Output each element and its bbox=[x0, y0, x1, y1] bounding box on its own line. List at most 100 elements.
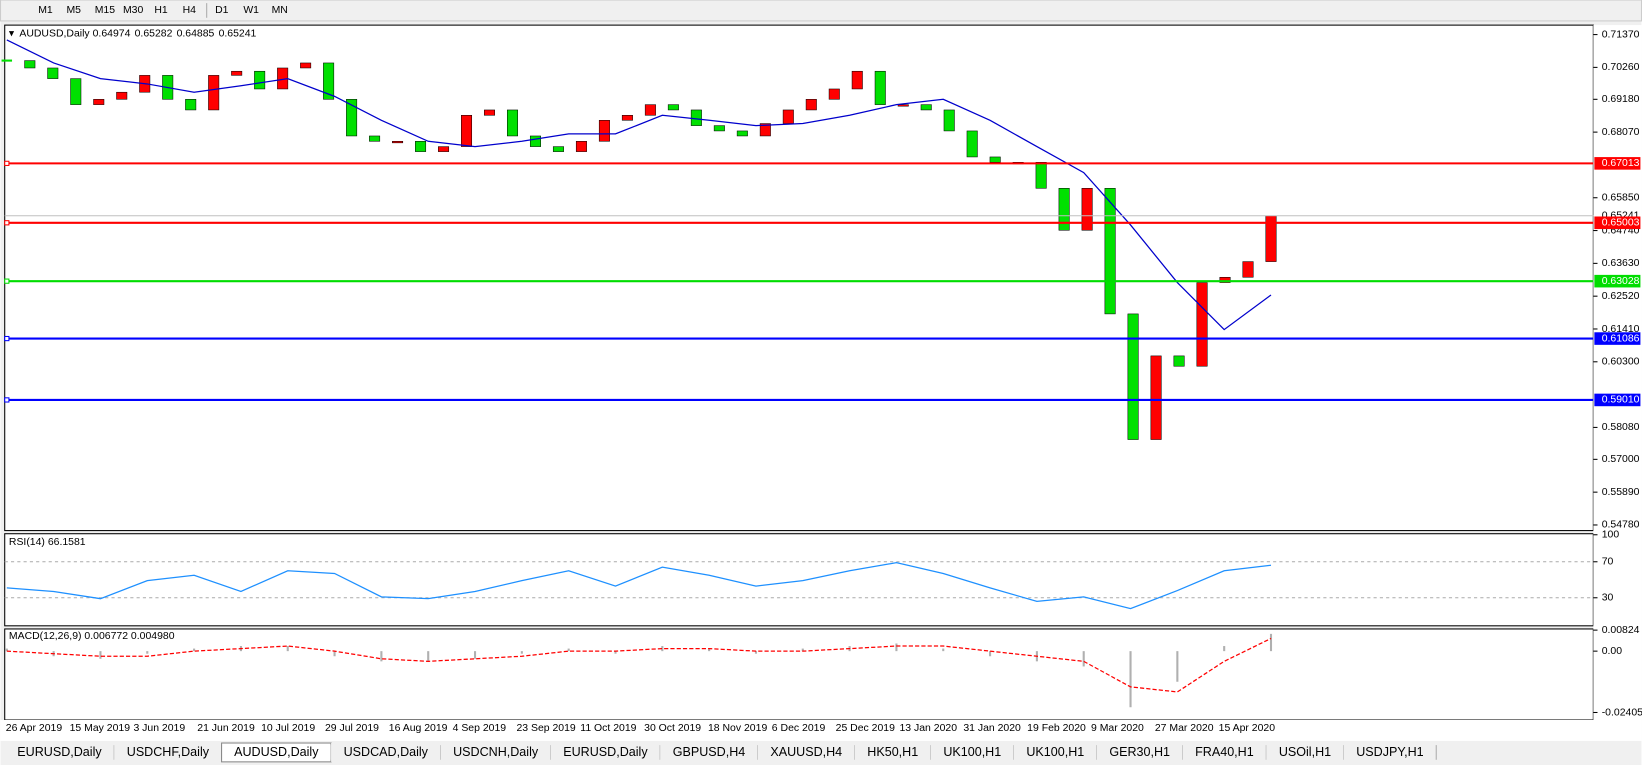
tab-label[interactable]: USOil,H1 bbox=[1279, 745, 1331, 759]
timeframe-button[interactable]: M15 bbox=[95, 5, 116, 16]
macd-bar bbox=[333, 651, 336, 657]
tab[interactable] bbox=[1182, 743, 1267, 762]
level-box bbox=[1594, 216, 1641, 230]
y-tick-label: 0.62520 bbox=[1602, 291, 1640, 302]
timeframe-button[interactable]: W1 bbox=[243, 5, 259, 16]
tab-label[interactable]: FRA40,H1 bbox=[1195, 745, 1254, 759]
timeframe-button[interactable]: M30 bbox=[123, 5, 144, 16]
tab-label[interactable]: GER30,H1 bbox=[1109, 745, 1170, 759]
tab[interactable] bbox=[440, 743, 551, 762]
y-tick-label: 0.58080 bbox=[1602, 422, 1640, 433]
level-box bbox=[1594, 157, 1641, 170]
timeframe-button[interactable]: H1 bbox=[154, 5, 168, 16]
tab[interactable] bbox=[757, 743, 855, 762]
tab-label[interactable]: EURUSD,Daily bbox=[563, 745, 648, 759]
macd-bar bbox=[1176, 651, 1179, 682]
y-tick-label: 0.64740 bbox=[1602, 225, 1640, 236]
tab-label[interactable]: USDJPY,H1 bbox=[1356, 745, 1423, 759]
y-tick-label: 0.55890 bbox=[1602, 487, 1640, 498]
tab-label[interactable]: AUDUSD,Daily bbox=[234, 745, 319, 759]
candle bbox=[851, 70, 863, 90]
candle bbox=[47, 67, 59, 79]
macd-bar bbox=[427, 651, 430, 662]
candle bbox=[736, 130, 748, 137]
level-handle bbox=[4, 397, 10, 403]
x-tick-label: 9 Mar 2020 bbox=[1091, 723, 1144, 734]
candle bbox=[644, 104, 656, 116]
y-tick-label: 0.60300 bbox=[1602, 357, 1640, 368]
candle bbox=[24, 60, 36, 69]
x-tick-label: 30 Oct 2019 bbox=[644, 723, 701, 734]
tab-label[interactable]: XAUUSD,H4 bbox=[770, 745, 842, 759]
candle bbox=[70, 78, 82, 105]
tab-label[interactable]: GBPUSD,H4 bbox=[673, 745, 746, 759]
macd-tick-label: 0.00824 bbox=[1602, 625, 1640, 636]
macd-bar bbox=[989, 651, 992, 657]
candle bbox=[575, 141, 587, 152]
tab[interactable] bbox=[114, 743, 222, 762]
tab-label[interactable]: UK100,H1 bbox=[943, 745, 1001, 759]
macd-bar bbox=[146, 651, 149, 654]
candle bbox=[552, 146, 564, 152]
rsi-line bbox=[6, 562, 1272, 610]
macd-bar bbox=[567, 648, 570, 652]
level-label: 0.63028 bbox=[1602, 276, 1640, 287]
level-label: 0.61086 bbox=[1602, 333, 1640, 344]
y-tick-label: 0.61410 bbox=[1602, 324, 1640, 335]
tab-label[interactable]: UK100,H1 bbox=[1026, 745, 1084, 759]
tab[interactable] bbox=[930, 743, 1014, 762]
level-label: 0.67013 bbox=[1602, 158, 1640, 169]
candle bbox=[438, 146, 450, 152]
rsi-pane bbox=[4, 533, 1594, 627]
timeframe-button[interactable]: M5 bbox=[66, 5, 81, 16]
tab-label[interactable]: HK50,H1 bbox=[867, 745, 918, 759]
y-tick-label: 0.63630 bbox=[1602, 258, 1640, 269]
tab[interactable] bbox=[1343, 743, 1437, 762]
macd-bar bbox=[942, 648, 945, 652]
macd-pane bbox=[4, 628, 1594, 721]
tab[interactable] bbox=[854, 743, 931, 762]
candle bbox=[1081, 188, 1093, 231]
tab[interactable] bbox=[660, 743, 758, 762]
level-handle bbox=[4, 278, 10, 284]
candle bbox=[920, 104, 932, 111]
tab-label[interactable]: USDCAD,Daily bbox=[344, 745, 429, 759]
tab-label[interactable]: USDCNH,Daily bbox=[453, 745, 539, 759]
level-handle bbox=[4, 220, 10, 226]
macd-bar bbox=[895, 643, 898, 652]
toolbar bbox=[0, 0, 1642, 22]
x-tick-label: 6 Dec 2019 bbox=[772, 723, 826, 734]
y-tick-label: 0.69180 bbox=[1602, 94, 1640, 105]
chart-header-arrow: ▾ bbox=[9, 28, 14, 39]
candle bbox=[943, 109, 955, 132]
candle bbox=[346, 99, 358, 137]
candle bbox=[93, 99, 105, 105]
candle bbox=[1127, 313, 1139, 440]
timeframe-button[interactable]: MN bbox=[272, 5, 288, 16]
current-price-box bbox=[1594, 209, 1641, 221]
candle bbox=[116, 91, 128, 100]
candle bbox=[989, 156, 1001, 163]
candle bbox=[1196, 282, 1208, 367]
candle bbox=[1104, 188, 1116, 315]
macd-signal bbox=[6, 637, 1272, 693]
rsi-tick-label: 70 bbox=[1602, 557, 1614, 568]
tab[interactable] bbox=[1096, 743, 1183, 762]
timeframe-button[interactable]: D1 bbox=[215, 5, 229, 16]
candle bbox=[231, 70, 243, 76]
macd-bar bbox=[473, 651, 477, 659]
x-tick-label: 11 Oct 2019 bbox=[580, 723, 636, 734]
tab-label[interactable]: USDCHF,Daily bbox=[127, 745, 210, 759]
macd-bar bbox=[661, 646, 664, 652]
tab-label[interactable]: EURUSD,Daily bbox=[17, 745, 102, 759]
tab[interactable] bbox=[1266, 743, 1344, 762]
tab[interactable] bbox=[550, 743, 661, 762]
tab[interactable] bbox=[1013, 743, 1097, 762]
timeframe-button[interactable]: H4 bbox=[183, 5, 197, 16]
tab[interactable] bbox=[331, 743, 441, 762]
chart-symbol: AUDUSD,Daily bbox=[19, 28, 90, 39]
tab[interactable] bbox=[4, 743, 115, 762]
timeframe-button[interactable]: M1 bbox=[38, 5, 53, 16]
candle bbox=[208, 75, 220, 111]
chart-ohlc: 0.64974 bbox=[93, 28, 131, 39]
